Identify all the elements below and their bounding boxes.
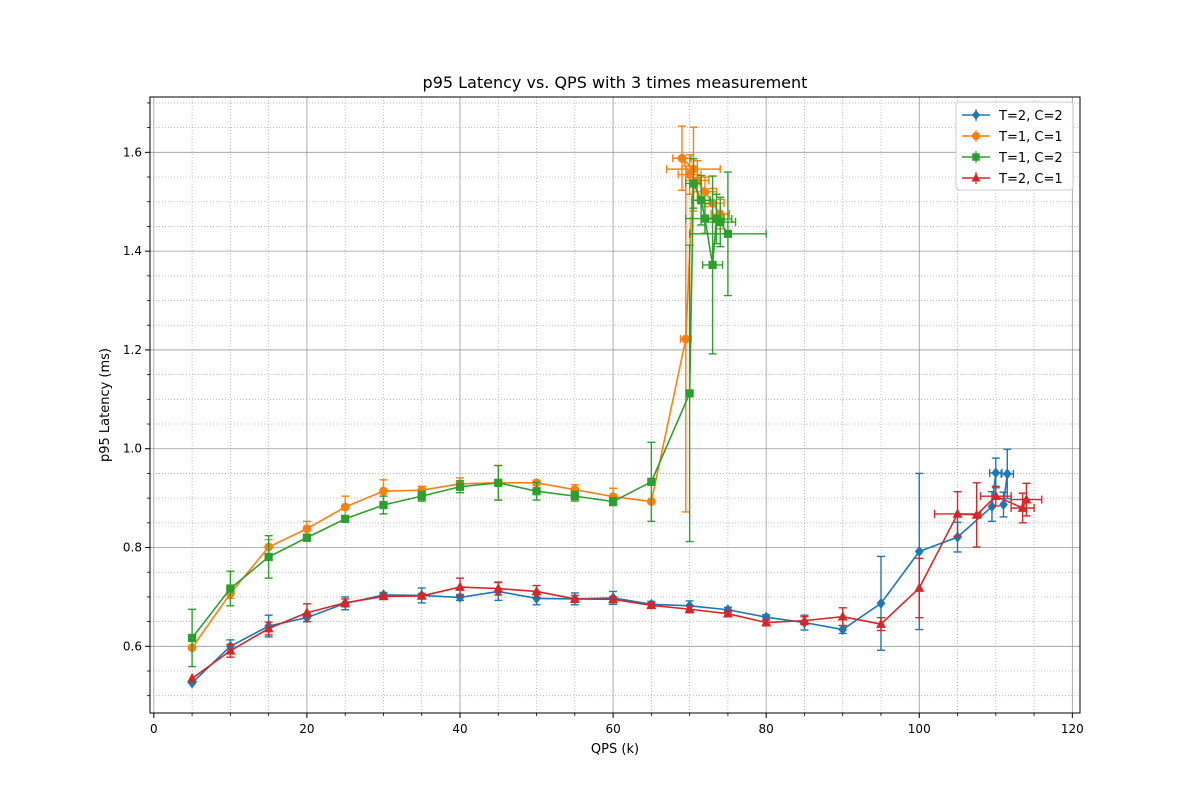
y-tick-label: 1.4 xyxy=(123,244,142,258)
data-point-diamond xyxy=(532,592,541,604)
data-point-triangle xyxy=(340,597,351,607)
data-point-square xyxy=(494,478,503,487)
plot-background xyxy=(150,97,1080,713)
data-point-triangle xyxy=(876,618,886,628)
x-tick-label: 40 xyxy=(452,722,467,736)
data-point-triangle xyxy=(569,593,580,603)
plot-area xyxy=(149,96,1081,714)
data-point-circle xyxy=(700,187,710,197)
data-point-triangle xyxy=(225,645,236,655)
data-point-triangle xyxy=(301,607,312,617)
data-point-square xyxy=(696,196,706,205)
data-point-triangle xyxy=(971,173,981,182)
data-point-circle xyxy=(972,132,980,140)
data-point-triangle xyxy=(187,672,198,683)
legend-label: T=2, C=2 xyxy=(998,109,1063,124)
data-point-square xyxy=(455,482,465,491)
chart-title: p95 Latency vs. QPS with 3 times measure… xyxy=(423,73,808,92)
data-point-square xyxy=(689,179,698,188)
y-tick-label: 1.6 xyxy=(123,145,142,159)
data-point-circle xyxy=(340,502,350,512)
data-point-square xyxy=(723,229,733,238)
data-point-square xyxy=(570,492,579,501)
data-point-triangle xyxy=(1017,502,1028,512)
data-point-square xyxy=(226,584,235,593)
data-point-diamond xyxy=(876,597,886,609)
x-axis-label: QPS (k) xyxy=(591,742,639,757)
x-tick-label: 80 xyxy=(759,722,774,736)
data-point-triangle xyxy=(416,590,427,600)
data-point-square xyxy=(708,260,717,270)
data-point-diamond xyxy=(1002,468,1012,480)
data-point-square xyxy=(647,477,656,486)
data-point-diamond xyxy=(999,499,1008,511)
legend-box xyxy=(955,101,1074,191)
data-point-triangle xyxy=(646,599,657,610)
y-tick-label: 0.6 xyxy=(123,639,142,653)
data-point-square xyxy=(608,497,618,506)
data-point-triangle xyxy=(263,623,274,633)
data-point-square xyxy=(700,214,710,223)
series-t-2-c-1 xyxy=(187,482,1043,683)
data-point-square xyxy=(716,217,725,227)
data-point-square xyxy=(532,487,541,496)
data-point-diamond xyxy=(838,624,848,636)
y-tick-label: 1.0 xyxy=(123,442,142,456)
data-point-square xyxy=(972,153,980,161)
data-point-circle xyxy=(570,485,580,495)
data-point-square xyxy=(187,633,197,643)
data-point-triangle xyxy=(684,603,695,614)
data-point-square xyxy=(341,514,350,523)
legend-label: T=2, C=1 xyxy=(998,172,1063,187)
data-point-triangle xyxy=(531,585,542,596)
data-point-triangle xyxy=(971,509,982,519)
x-tick-label: 20 xyxy=(299,722,314,736)
data-point-triangle xyxy=(952,508,963,518)
data-point-triangle xyxy=(722,608,733,618)
data-point-triangle xyxy=(837,611,848,621)
data-point-triangle xyxy=(493,583,504,593)
x-tick-label: 0 xyxy=(150,722,158,736)
data-point-triangle xyxy=(990,490,1001,500)
data-point-square xyxy=(264,552,273,562)
x-tick-label: 100 xyxy=(908,722,931,736)
data-point-circle xyxy=(302,524,312,534)
data-point-triangle xyxy=(761,617,772,627)
data-point-square xyxy=(685,389,694,398)
series-t-1-c-2 xyxy=(187,158,767,668)
legend-label: T=1, C=1 xyxy=(998,130,1063,145)
data-point-diamond xyxy=(914,545,924,557)
y-axis: 0.6 0.8 1.0 1.2 1.4 1.6 xyxy=(123,102,150,697)
series-layer xyxy=(187,125,1043,689)
data-point-diamond xyxy=(972,110,980,120)
legend: T=2, C=2 T=1, C=1 T=1, C=2 T=2, C=1 xyxy=(955,101,1074,191)
y-axis-label: p95 Latency (ms) xyxy=(98,348,113,462)
data-point-triangle xyxy=(378,590,389,601)
data-point-diamond xyxy=(991,467,1001,479)
data-point-circle xyxy=(677,153,687,163)
data-point-triangle xyxy=(608,593,619,604)
data-point-circle xyxy=(379,486,388,496)
plot-frame xyxy=(149,96,1081,714)
x-axis: 0 20 40 60 80 100 120 xyxy=(150,713,1084,736)
data-point-triangle xyxy=(455,581,465,591)
x-tick-label: 120 xyxy=(1061,722,1084,736)
data-point-circle xyxy=(681,334,691,344)
data-point-triangle xyxy=(1021,494,1032,504)
data-point-triangle xyxy=(799,615,810,625)
data-point-diamond xyxy=(455,591,465,603)
y-tick-label: 0.8 xyxy=(123,541,142,555)
data-point-square xyxy=(302,533,312,542)
data-point-square xyxy=(379,500,388,510)
data-point-circle xyxy=(685,170,695,179)
data-point-diamond xyxy=(953,531,962,543)
data-point-square xyxy=(417,492,426,501)
x-tick-label: 60 xyxy=(605,722,620,736)
legend-label: T=1, C=2 xyxy=(998,151,1063,166)
y-tick-label: 1.2 xyxy=(123,343,142,357)
data-point-triangle xyxy=(914,582,925,592)
